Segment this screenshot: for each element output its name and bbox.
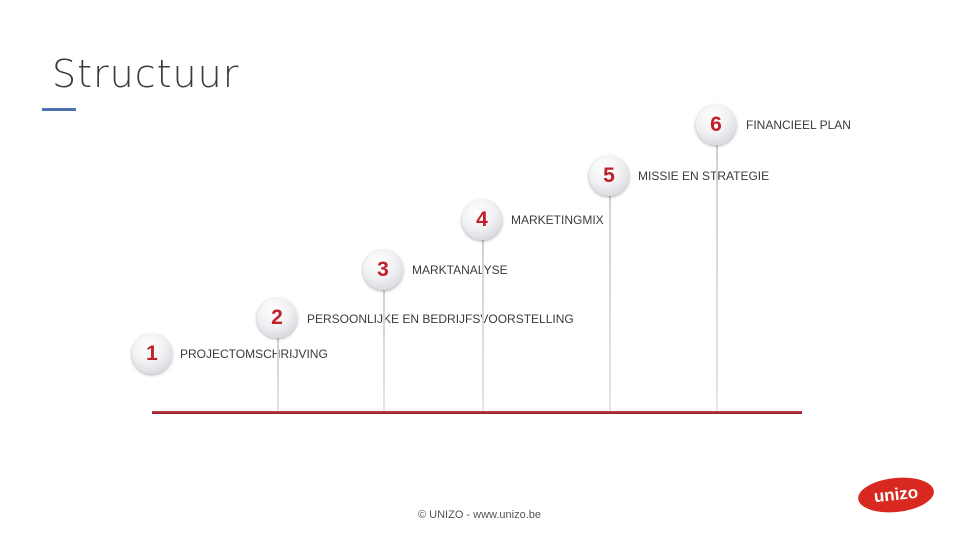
footer-copyright: © UNIZO - www.unizo.be [418,509,542,521]
step-3-pole [383,290,385,412]
step-1-number: 1 [132,334,172,374]
logo-text: unizo [872,482,920,507]
step-6-pole [716,145,718,412]
step-3-label: MARKTANALYSE [412,263,508,277]
step-4-number: 4 [462,200,502,240]
baseline [152,411,802,414]
step-4-pole [482,240,484,412]
step-6-label: FINANCIEEL PLAN [746,118,851,132]
step-4-label: MARKETINGMIX [511,213,604,227]
step-3-number: 3 [363,250,403,290]
step-1-label: PROJECTOMSCHRIJVING [180,347,328,361]
step-2-number: 2 [257,298,297,338]
title-underline [42,108,76,111]
step-6-number: 6 [696,105,736,145]
step-2-pole [277,338,279,412]
step-5-label: MISSIE EN STRATEGIE [638,169,770,183]
step-2-label: PERSOONLIJKE EN BEDRIJFSVOORSTELLING [307,312,574,326]
step-5-number: 5 [589,156,629,196]
slide-title: Structuur [52,52,240,96]
step-5-pole [609,196,611,412]
